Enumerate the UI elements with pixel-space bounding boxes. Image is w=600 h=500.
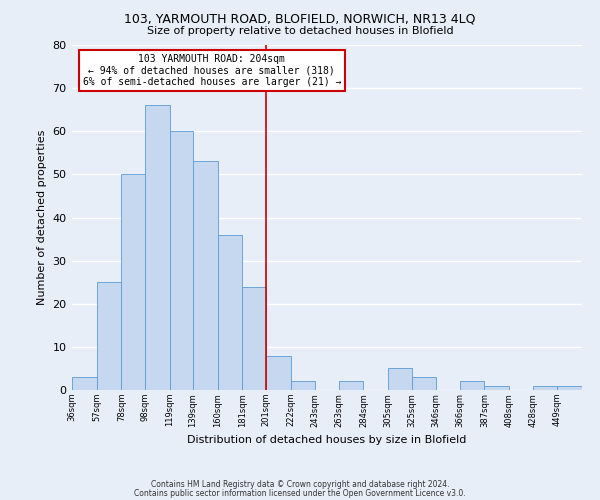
- Bar: [72, 377, 97, 390]
- Bar: [242, 286, 266, 390]
- Bar: [533, 386, 557, 390]
- Bar: [290, 382, 315, 390]
- Bar: [218, 235, 242, 390]
- Bar: [193, 162, 218, 390]
- Text: 103, YARMOUTH ROAD, BLOFIELD, NORWICH, NR13 4LQ: 103, YARMOUTH ROAD, BLOFIELD, NORWICH, N…: [124, 12, 476, 26]
- Bar: [557, 386, 582, 390]
- Text: 103 YARMOUTH ROAD: 204sqm
← 94% of detached houses are smaller (318)
6% of semi-: 103 YARMOUTH ROAD: 204sqm ← 94% of detac…: [83, 54, 341, 87]
- Bar: [460, 382, 484, 390]
- Text: Size of property relative to detached houses in Blofield: Size of property relative to detached ho…: [146, 26, 454, 36]
- Bar: [121, 174, 145, 390]
- Bar: [484, 386, 509, 390]
- Text: Contains public sector information licensed under the Open Government Licence v3: Contains public sector information licen…: [134, 488, 466, 498]
- Bar: [388, 368, 412, 390]
- Bar: [412, 377, 436, 390]
- Y-axis label: Number of detached properties: Number of detached properties: [37, 130, 47, 305]
- Bar: [339, 382, 364, 390]
- X-axis label: Distribution of detached houses by size in Blofield: Distribution of detached houses by size …: [187, 435, 467, 445]
- Bar: [170, 131, 193, 390]
- Bar: [97, 282, 121, 390]
- Text: Contains HM Land Registry data © Crown copyright and database right 2024.: Contains HM Land Registry data © Crown c…: [151, 480, 449, 489]
- Bar: [266, 356, 290, 390]
- Bar: [145, 106, 170, 390]
